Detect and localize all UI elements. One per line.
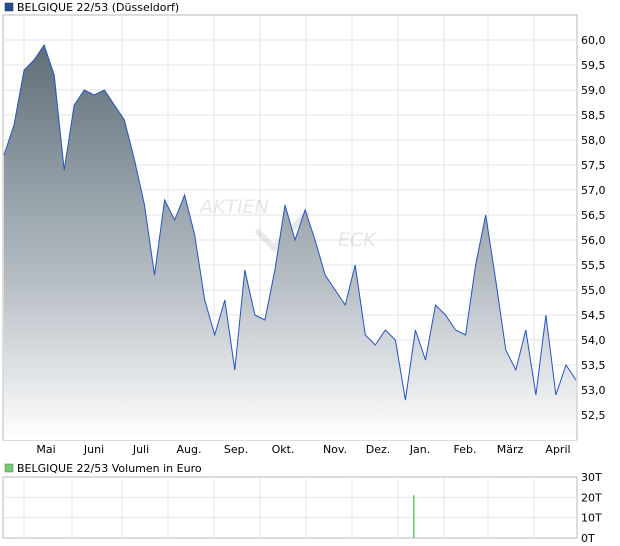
price-y-tick-label: 53,5: [581, 359, 606, 372]
price-x-tick-label: Feb.: [454, 443, 477, 456]
price-y-tick-label: 57,5: [581, 159, 606, 172]
watermark-text-aktien: AKTIEN: [198, 196, 269, 218]
price-y-tick-label: 53,0: [581, 384, 606, 397]
price-x-tick-label: Aug.: [177, 443, 202, 456]
price-x-tick-label: Jan.: [409, 443, 430, 456]
price-line: [3, 43, 577, 401]
price-x-tick-label: April: [545, 443, 570, 456]
volume-bars: [413, 495, 415, 538]
price-chart-title: BELGIQUE 22/53 (Düsseldorf): [17, 1, 179, 14]
price-y-tick-label: 55,0: [581, 284, 606, 297]
price-y-tick-label: 58,5: [581, 109, 606, 122]
price-x-tick-label: Dez.: [366, 443, 391, 456]
price-y-tick-label: 60,0: [581, 34, 606, 47]
price-y-tick-label: 58,0: [581, 134, 606, 147]
price-y-tick-label: 59,0: [581, 84, 606, 97]
price-x-tick-label: Juli: [132, 443, 149, 456]
price-x-axis-labels: Mai Juni Juli Aug. Sep. Okt. Nov. Dez. Jan. Feb. M…: [36, 443, 570, 456]
watermark-text-check: ECK: [338, 229, 377, 251]
price-y-tick-label: 54,5: [581, 309, 606, 322]
price-y-tick-label: 52,5: [581, 409, 606, 422]
price-legend-swatch: [4, 2, 14, 12]
price-x-tick-label: Mai: [36, 443, 55, 456]
price-x-tick-label: Okt.: [272, 443, 295, 456]
price-y-tick-label: 55,5: [581, 259, 606, 272]
watermark-logo: AKTIEN ECK: [198, 196, 377, 253]
price-y-tick-label: 57,0: [581, 184, 606, 197]
price-x-tick-label: Juni: [83, 443, 104, 456]
volume-bar: [413, 495, 415, 538]
volume-y-tick-label: 10T: [581, 512, 602, 525]
volume-y-tick-label: 30T: [581, 471, 602, 484]
volume-gridlines: [3, 477, 577, 538]
price-y-tick-label: 56,5: [581, 209, 606, 222]
price-x-tick-label: März: [497, 443, 524, 456]
volume-chart-title: BELGIQUE 22/53 Volumen in Euro: [17, 462, 202, 475]
volume-legend-swatch: [4, 463, 14, 473]
price-area-fill: [4, 45, 576, 440]
price-y-tick-label: 59,5: [581, 59, 606, 72]
volume-plot-area: [2, 476, 578, 539]
price-y-tick-label: 54,0: [581, 334, 606, 347]
volume-y-tick-label: 0T: [581, 532, 595, 545]
volume-y-axis-labels: 0T 10T 20T 30T: [581, 471, 602, 545]
price-x-tick-label: Nov.: [323, 443, 347, 456]
price-y-tick-label: 56,0: [581, 234, 606, 247]
price-x-tick-label: Sep.: [224, 443, 248, 456]
price-y-axis-labels: 52,5 53,0 53,5 54,0 54,5 55,0 55,5 56,0 56,5 57,0…: [581, 34, 606, 422]
volume-y-tick-label: 20T: [581, 491, 602, 504]
